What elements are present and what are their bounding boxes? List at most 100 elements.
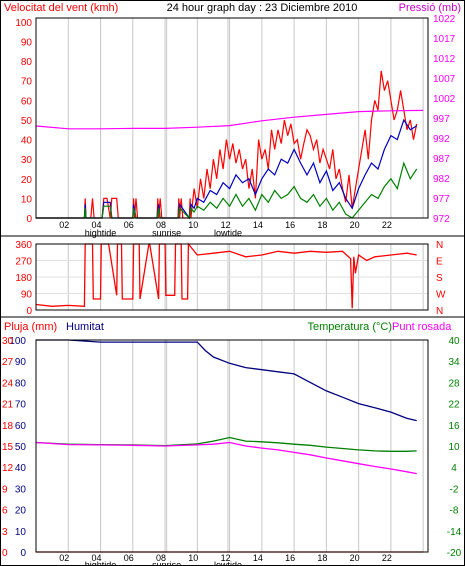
y-left-tick: 100 <box>15 18 32 29</box>
x-tick-label: 08 <box>156 553 166 563</box>
y-right-tick: 972 <box>433 214 450 225</box>
marker-label: hightide <box>85 228 117 238</box>
y-left-tick: 10 <box>21 194 33 205</box>
y-tick-label: 180 <box>15 273 32 284</box>
temperature-tick: -20 <box>447 548 462 559</box>
marker-label: lowtide <box>214 560 242 566</box>
compass-label: N <box>436 240 443 251</box>
rain-tick: 21 <box>2 400 14 411</box>
x-tick-label: 16 <box>285 553 295 563</box>
dewpoint-title: Punt rosada <box>392 321 452 333</box>
rain-tick: 15 <box>2 442 14 453</box>
y-right-tick: 1017 <box>433 34 456 45</box>
y-right-tick: 1007 <box>433 74 456 85</box>
x-tick-label: 16 <box>285 220 295 230</box>
x-tick-label: 06 <box>124 553 134 563</box>
graph-title: 24 hour graph day : 23 Diciembre 2010 <box>167 2 358 14</box>
wind-speed-title: Velocitat del vent (kmh) <box>4 2 118 14</box>
marker-label: sunrise <box>152 228 181 238</box>
y-right-tick: 1012 <box>433 54 456 65</box>
y-left-tick: 60 <box>21 96 33 107</box>
humidity-tick: 50 <box>15 442 27 453</box>
y-left-tick: 0 <box>26 214 32 225</box>
humidity-tick: 20 <box>15 506 27 517</box>
rain-tick: 30 <box>2 336 14 347</box>
y-left-tick: 30 <box>21 155 33 166</box>
y-left-tick: 20 <box>21 175 33 186</box>
humidity-tick: 10 <box>15 527 27 538</box>
x-tick-label: 20 <box>350 553 360 563</box>
temperature-tick: 22 <box>448 400 460 411</box>
temperature-tick: 28 <box>448 378 460 389</box>
humidity-tick: 90 <box>15 357 27 368</box>
compass-label: S <box>436 273 443 284</box>
y-right-tick: 1022 <box>433 14 456 25</box>
humidity-tick: 70 <box>15 400 27 411</box>
y-tick-label: 270 <box>15 257 32 268</box>
x-tick-label: 04 <box>92 220 102 230</box>
series-line <box>35 109 424 130</box>
temperature-tick: 10 <box>448 442 460 453</box>
x-tick-label: 02 <box>59 553 69 563</box>
temperature-tick: 40 <box>448 336 460 347</box>
rain-tick: 9 <box>2 484 8 495</box>
x-tick-label: 22 <box>382 553 392 563</box>
plot-border <box>35 17 429 219</box>
humidity-tick: 100 <box>9 336 26 347</box>
y-left-tick: 90 <box>21 38 33 49</box>
compass-label: N <box>436 306 443 317</box>
x-tick-label: 10 <box>188 553 198 563</box>
y-left-tick: 70 <box>21 77 33 88</box>
marker-label: hightide <box>85 560 117 566</box>
y-tick-label: 360 <box>15 240 32 251</box>
plot-border <box>35 243 429 311</box>
x-tick-label: 20 <box>350 220 360 230</box>
x-tick-label: 04 <box>92 553 102 563</box>
marker-label: sunrise <box>152 560 181 566</box>
x-tick-label: 14 <box>253 220 263 230</box>
y-tick-label: 90 <box>21 290 33 301</box>
x-tick-label: 12 <box>221 220 231 230</box>
x-tick-label: 14 <box>253 553 263 563</box>
plot-border <box>35 339 429 553</box>
temperature-tick: -14 <box>447 527 462 538</box>
y-right-tick: 997 <box>433 114 450 125</box>
humidity-title: Humitat <box>66 321 104 333</box>
humidity-tick: 60 <box>15 421 27 432</box>
temperature-tick: -2 <box>450 484 459 495</box>
humidity-tick: 80 <box>15 378 27 389</box>
series-line <box>36 339 417 422</box>
temperature-tick: 34 <box>448 357 460 368</box>
rain-tick: 27 <box>2 357 14 368</box>
humidity-tick: 30 <box>15 484 27 495</box>
y-right-tick: 977 <box>433 194 450 205</box>
rain-tick: 0 <box>2 548 8 559</box>
series-line <box>35 441 417 475</box>
pressure-title: Pressió (mb) <box>399 2 461 14</box>
x-tick-label: 10 <box>188 220 198 230</box>
rain-tick: 12 <box>2 463 14 474</box>
marker-label: lowtide <box>214 228 242 238</box>
y-right-tick: 987 <box>433 154 450 165</box>
wind-direction-panel: 0 N 90 W 180 S 270 E 360 N <box>15 240 446 317</box>
rain-tick: 6 <box>2 506 8 517</box>
y-right-tick: 982 <box>433 174 450 185</box>
x-tick-label: 02 <box>59 220 69 230</box>
x-tick-label: 22 <box>382 220 392 230</box>
temperature-tick: 16 <box>448 421 460 432</box>
x-tick-label: 18 <box>317 553 327 563</box>
temperature-tick: 4 <box>451 463 457 474</box>
rain-tick: 24 <box>2 378 14 389</box>
temperature-tick: -8 <box>450 506 459 517</box>
y-tick-label: 0 <box>26 306 32 317</box>
x-tick-label: 18 <box>317 220 327 230</box>
x-tick-label: 12 <box>221 553 231 563</box>
y-left-tick: 50 <box>21 116 33 127</box>
rain-tick: 18 <box>2 421 14 432</box>
humidity-tick: 0 <box>20 548 26 559</box>
compass-label: W <box>436 290 446 301</box>
